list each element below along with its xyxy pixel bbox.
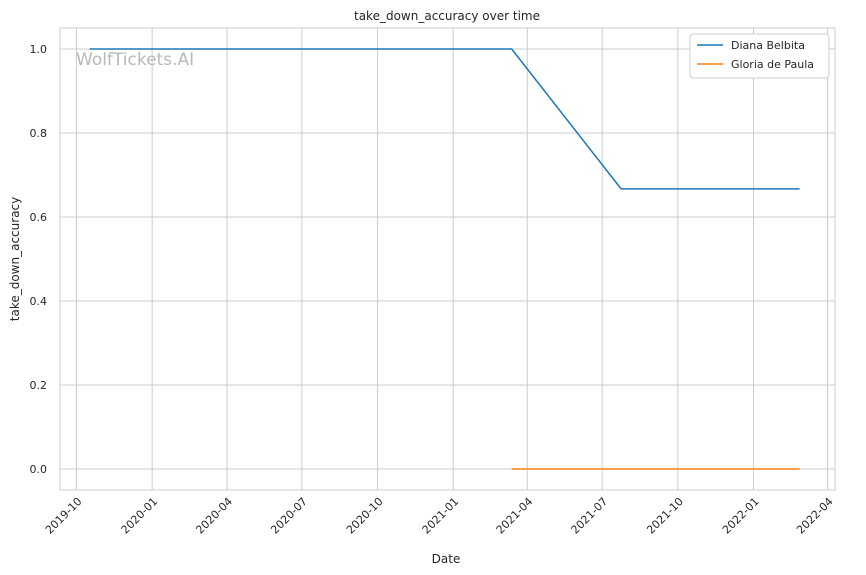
x-tick-label: 2021-07 — [569, 495, 611, 537]
x-axis-label: Date — [432, 552, 461, 566]
series-line-diana-belbita — [89, 48, 800, 190]
x-tick-label: 2019-10 — [43, 495, 85, 537]
y-ticks: 0.0 0.2 0.4 0.6 0.8 1.0 — [30, 43, 48, 476]
plot-border — [59, 27, 836, 491]
y-tick-label: 1.0 — [30, 43, 48, 56]
legend: Diana Belbita Gloria de Paula — [689, 33, 830, 79]
plot-area — [60, 28, 835, 490]
y-tick-label: 0.0 — [30, 463, 48, 476]
x-tick-label: 2020-07 — [268, 495, 310, 537]
x-ticks: 2019-10 2020-01 2020-04 2020-07 2020-10 2021-… — [43, 495, 836, 537]
series-layer — [89, 48, 800, 470]
x-tick-label: 2021-10 — [644, 495, 686, 537]
y-tick-label: 0.4 — [30, 295, 48, 308]
x-tick-label: 2021-04 — [494, 495, 536, 537]
y-tick-label: 0.8 — [30, 127, 48, 140]
x-tick-label: 2020-04 — [193, 495, 235, 537]
legend-label-gloria-de-paula: Gloria de Paula — [731, 58, 814, 71]
x-tick-label: 2020-10 — [344, 495, 386, 537]
legend-box — [689, 33, 830, 79]
chart-title: take_down_accuracy over time — [354, 9, 540, 23]
y-tick-label: 0.2 — [30, 379, 48, 392]
x-tick-label: 2021-01 — [420, 495, 462, 537]
x-tick-label: 2022-01 — [720, 495, 762, 537]
legend-label-diana-belbita: Diana Belbita — [731, 39, 805, 52]
watermark: WolfTickets.AI — [76, 50, 194, 70]
y-tick-label: 0.6 — [30, 211, 48, 224]
y-axis-label: take_down_accuracy — [8, 197, 22, 321]
x-tick-label: 2022-04 — [794, 495, 836, 537]
x-tick-label: 2020-01 — [119, 495, 161, 537]
